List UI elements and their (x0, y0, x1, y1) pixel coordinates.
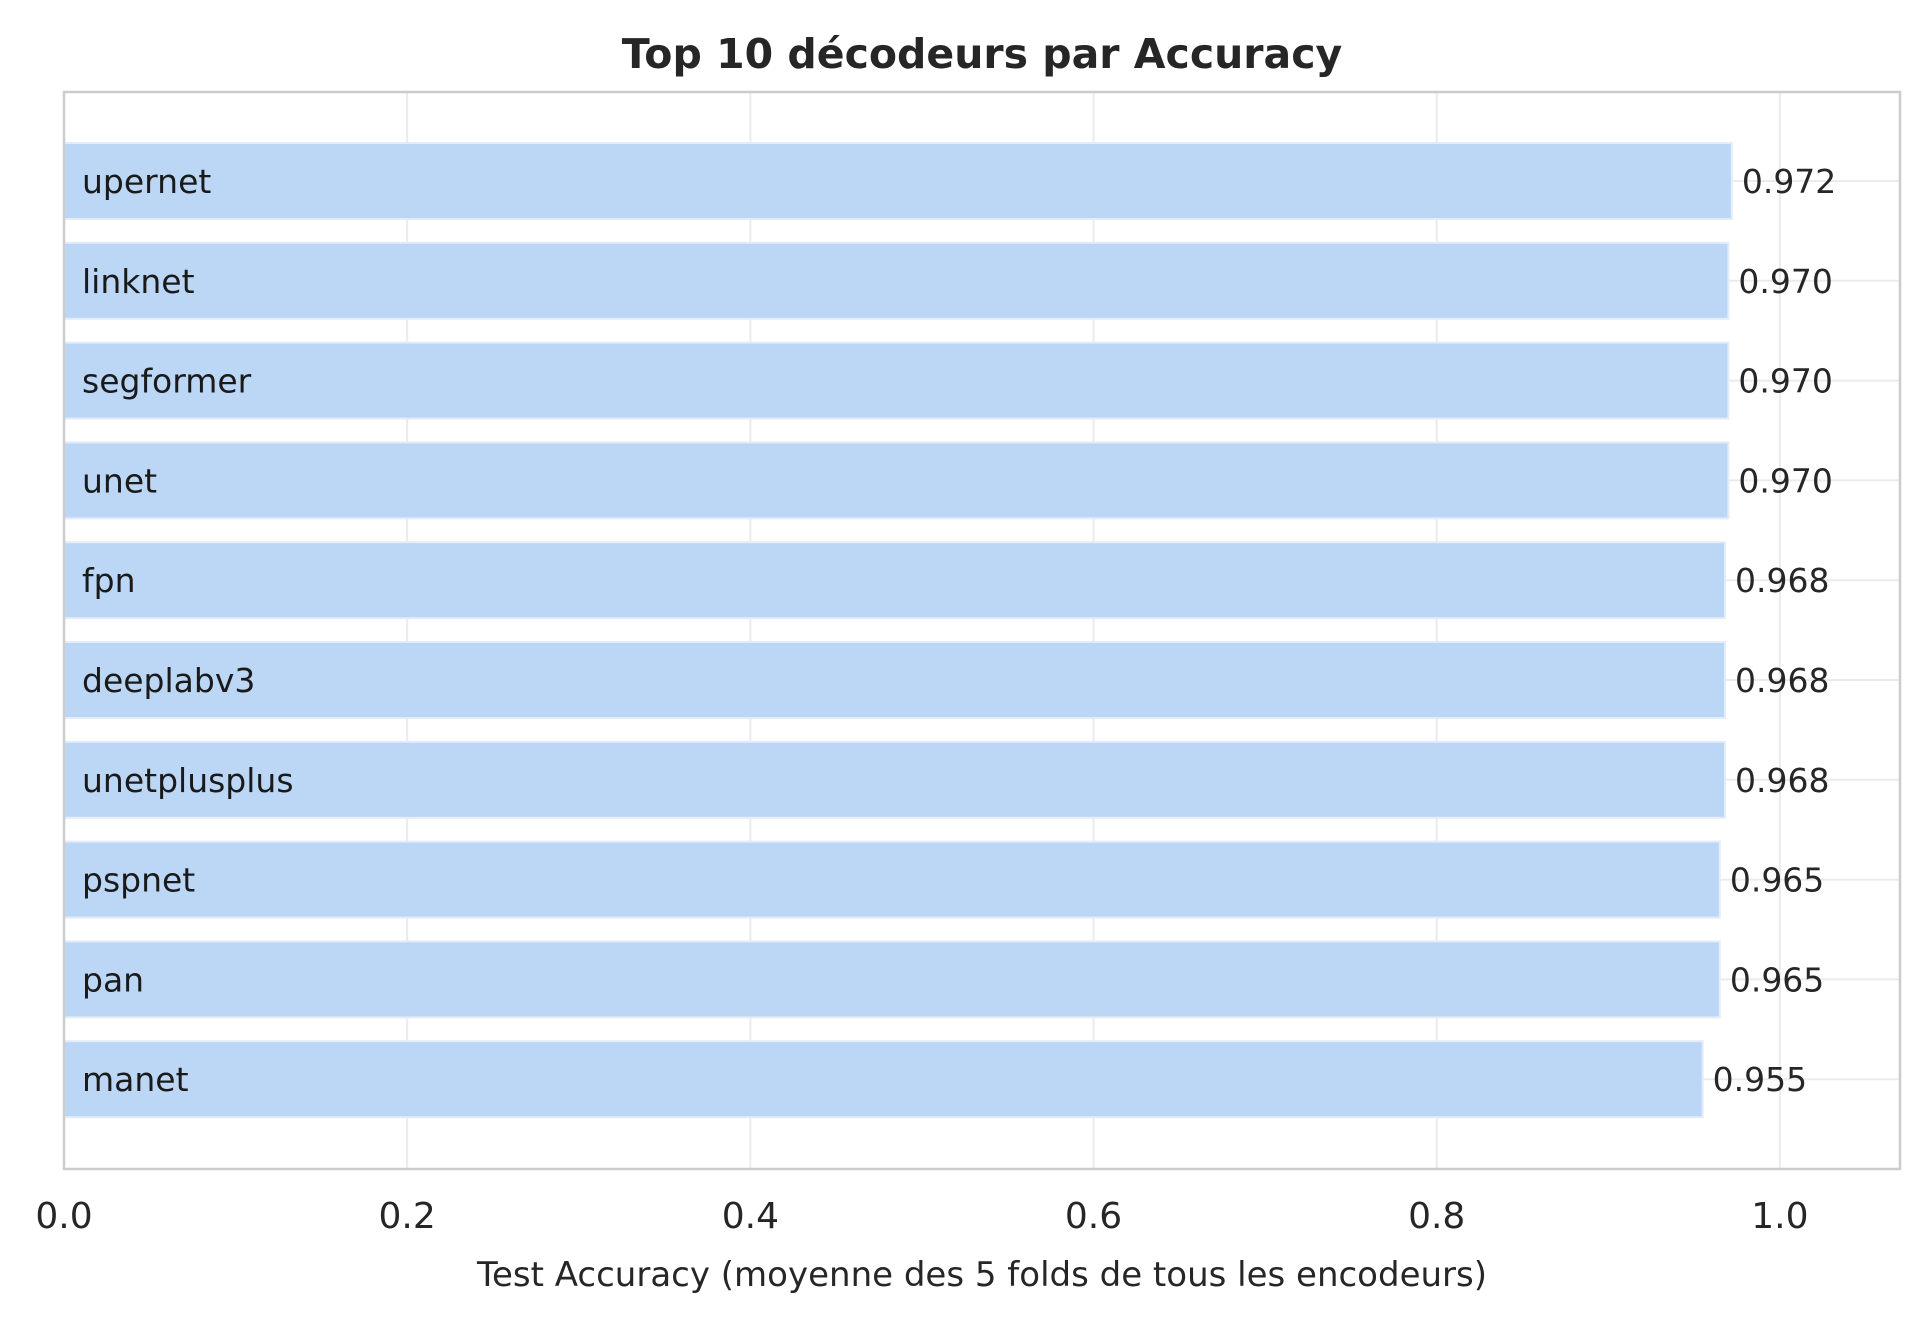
bar-linknet (63, 241, 1730, 320)
bar-category-label: pan (82, 960, 144, 999)
bar-category-label: unetplusplus (82, 761, 294, 800)
x-tick-label: 0.4 (722, 1196, 779, 1237)
x-tick-label: 0.0 (35, 1196, 92, 1237)
bar-value-label: 0.965 (1730, 960, 1824, 999)
bar-category-label: upernet (82, 162, 211, 201)
bar-value-label: 0.968 (1735, 761, 1829, 800)
bar-pan (63, 940, 1721, 1019)
bar-fpn (63, 541, 1726, 620)
bar-value-label: 0.970 (1738, 262, 1832, 301)
x-tick-label: 0.6 (1065, 1196, 1122, 1237)
bar-category-label: pspnet (82, 861, 195, 900)
bar-category-label: manet (82, 1060, 189, 1099)
bar-value-label: 0.955 (1713, 1060, 1807, 1099)
bar-value-label: 0.970 (1738, 461, 1832, 500)
x-tick-labels: 0.0 0.2 0.4 0.6 0.8 1.0 (35, 1196, 1808, 1237)
x-tick-label: 0.8 (1408, 1196, 1465, 1237)
bar-unet (63, 441, 1730, 520)
bar-value-label: 0.970 (1738, 362, 1832, 401)
x-tick-label: 0.2 (379, 1196, 436, 1237)
bar-value-label: 0.965 (1730, 861, 1824, 900)
bar-pspnet (63, 840, 1721, 919)
bar-segformer (63, 341, 1730, 420)
chart-title: Top 10 décodeurs par Accuracy (622, 30, 1342, 78)
bar-manet (63, 1040, 1704, 1119)
bar-category-label: deeplabv3 (82, 661, 255, 700)
plot-frame (62, 90, 1902, 1171)
bar-category-label: segformer (82, 362, 252, 401)
bar-category-label: unet (82, 461, 157, 500)
bars: upernet 0.972 linknet 0.970 segformer 0.970 un… (63, 142, 1836, 1119)
bar-deeplabv3 (63, 641, 1726, 719)
bar-value-label: 0.972 (1742, 162, 1836, 201)
bar-value-label: 0.968 (1735, 661, 1829, 700)
bar-value-label: 0.968 (1735, 561, 1829, 600)
bar-category-label: linknet (82, 262, 195, 301)
bar-category-label: fpn (82, 561, 135, 600)
bar-upernet (63, 142, 1733, 220)
x-tick-label: 1.0 (1751, 1196, 1808, 1237)
bar-unetplusplus (63, 740, 1726, 819)
x-axis-label: Test Accuracy (moyenne des 5 folds de to… (476, 1255, 1487, 1295)
